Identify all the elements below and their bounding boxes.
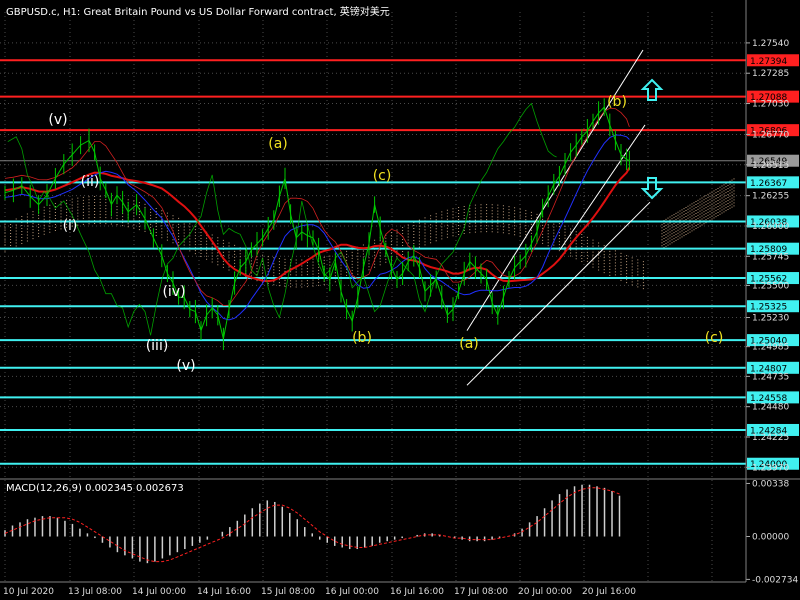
wave-label-white: (iii)	[146, 338, 169, 354]
chart-title: GBPUSD.c, H1: Great Britain Pound vs US …	[6, 7, 390, 18]
channel-upper	[466, 49, 644, 331]
moving-averages	[4, 107, 631, 321]
resistance-level-tag	[747, 54, 799, 67]
wave-label-white: (v)	[176, 358, 195, 374]
y-tick-label: 1.26255	[752, 192, 789, 202]
y-tick-label: 1.26770	[752, 130, 789, 140]
ma-blue-line	[4, 134, 630, 321]
y-tick-label: 1.26000	[752, 222, 789, 232]
envelope-upper	[4, 107, 630, 307]
support-level-tag	[747, 361, 799, 374]
support-level-label: 1.26038	[750, 218, 787, 228]
macd-signal-line	[4, 487, 620, 563]
ma-red-line	[4, 167, 631, 283]
y-tick-label: 1.23970	[752, 463, 789, 473]
trend-channel	[466, 49, 651, 386]
wave-label-yellow: (a)	[268, 136, 288, 152]
y-tick-label: 1.27540	[752, 39, 789, 49]
current-price-tag	[747, 154, 799, 167]
resistance-level-label: 1.27394	[750, 57, 787, 67]
support-level-label: 1.25325	[750, 303, 787, 313]
wave-label-white: (ii)	[81, 174, 100, 190]
wave-label-white: (i)	[63, 218, 78, 234]
y-tick-label: 1.25500	[752, 281, 789, 291]
support-level-label: 1.25809	[750, 245, 787, 255]
horizontal-levels: 1.26367 1.26038 1.25809 1.25562 1.25325 1.250…	[0, 54, 799, 470]
x-tick-label: 14 Jul 00:00	[132, 587, 186, 597]
wave-label-white: (v)	[48, 112, 67, 128]
y-tick-label: 1.24735	[752, 372, 789, 382]
channel-mid	[559, 124, 646, 251]
support-level-tag	[747, 272, 799, 285]
wave-label-yellow: (a)	[459, 336, 479, 352]
y-tick-label: 1.24480	[752, 403, 789, 413]
support-level-label: 1.25562	[750, 275, 787, 285]
price-series	[4, 98, 630, 351]
support-level-tag	[747, 423, 799, 436]
support-level-tag	[747, 215, 799, 228]
wave-labels: (v) (i) (ii) (iii) (iv) (v) (a) (b) (c) (a) (b) (c)	[48, 94, 723, 374]
support-level-tag	[747, 300, 799, 313]
channel-lower	[466, 201, 651, 386]
support-level-tag	[747, 176, 799, 189]
arrow-up-icon	[640, 78, 664, 101]
macd-panel: 0.00338 0.00000 -0.002734	[4, 479, 798, 585]
current-price-label: 1.26549	[750, 157, 787, 167]
support-level-label: 1.25040	[750, 337, 787, 347]
wave-label-yellow: (c)	[705, 330, 724, 346]
wave-label-white: (iv)	[162, 284, 185, 300]
resistance-level-label: 1.27088	[750, 93, 787, 103]
macd-y-tick-label: 0.00338	[752, 479, 789, 489]
y-tick-label: 1.25745	[752, 252, 789, 262]
support-level-tag	[747, 391, 799, 404]
x-tick-label: 20 Jul 16:00	[582, 587, 636, 597]
support-level-tag	[747, 334, 799, 347]
y-tick-label: 1.26515	[752, 161, 789, 171]
support-level-tag	[747, 457, 799, 470]
direction-arrows	[640, 78, 664, 200]
resistance-level-label: 1.26806	[750, 127, 787, 137]
x-tick-label: 16 Jul 16:00	[390, 587, 444, 597]
support-level-label: 1.24284	[750, 426, 787, 436]
y-tick-label: 1.25230	[752, 314, 789, 324]
y-tick-label: 1.27030	[752, 100, 789, 110]
wave-label-yellow: (c)	[373, 168, 392, 184]
x-tick-label: 14 Jul 16:00	[197, 587, 251, 597]
y-tick-label: 1.27285	[752, 69, 789, 79]
arrow-down-icon	[640, 177, 664, 200]
x-tick-label: 20 Jul 00:00	[518, 587, 572, 597]
wave-label-yellow: (b)	[352, 330, 372, 346]
support-level-label: 1.24807	[750, 364, 787, 374]
support-level-tag	[747, 242, 799, 255]
grid	[0, 12, 746, 582]
lagging-span	[7, 102, 557, 336]
macd-y-tick-label: -0.002734	[752, 575, 798, 585]
macd-y-tick-label: 0.00000	[752, 532, 789, 542]
resistance-level-tag	[747, 90, 799, 103]
support-level-label: 1.24558	[750, 394, 787, 404]
x-tick-label: 16 Jul 00:00	[325, 587, 379, 597]
resistance-level-tag	[747, 124, 799, 137]
y-tick-label: 1.24225	[752, 433, 789, 443]
x-tick-label: 10 Jul 2020	[3, 587, 54, 597]
support-level-label: 1.24000	[750, 460, 787, 470]
support-level-label: 1.26367	[750, 179, 787, 189]
x-tick-label: 15 Jul 08:00	[261, 587, 315, 597]
x-tick-label: 13 Jul 08:00	[68, 587, 122, 597]
wave-label-yellow: (b)	[607, 94, 627, 110]
macd-label: MACD(12,26,9) 0.002345 0.002673	[6, 483, 184, 494]
y-tick-label: 1.24985	[752, 343, 789, 353]
price-line	[4, 106, 630, 340]
x-tick-label: 17 Jul 08:00	[454, 587, 508, 597]
